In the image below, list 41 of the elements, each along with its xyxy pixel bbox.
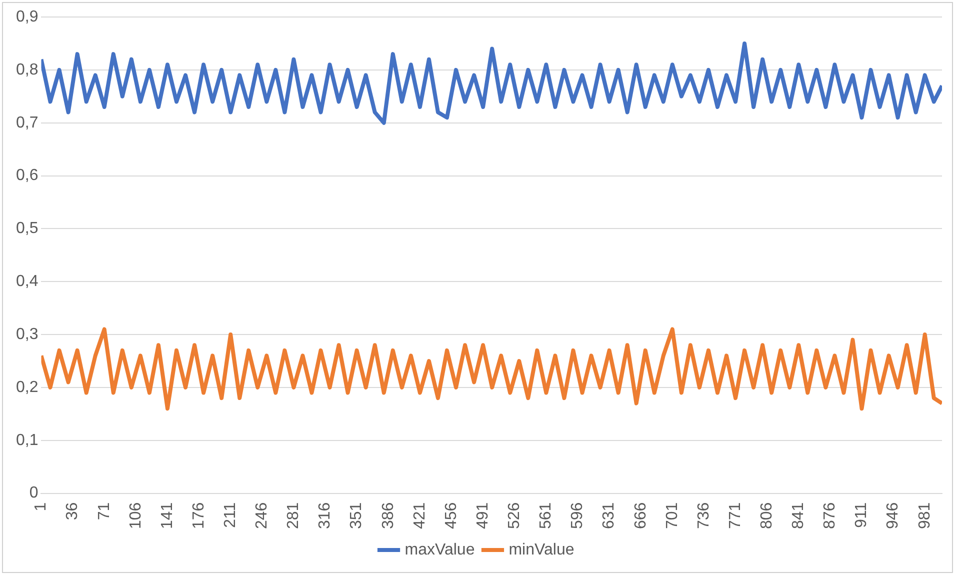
x-tick-label: 841 [790, 502, 808, 530]
x-tick-label: 876 [822, 502, 839, 530]
x-tick-label: 36 [64, 502, 82, 520]
x-tick-label: 561 [538, 502, 555, 530]
y-tick-label: 0,9 [16, 8, 38, 26]
x-tick-label: 281 [285, 502, 302, 530]
y-tick-label: 0,5 [16, 220, 38, 238]
y-tick-label: 0,8 [16, 61, 38, 78]
x-tick-label: 316 [316, 502, 334, 530]
x-tick-label: 911 [853, 502, 870, 528]
x-tick-label: 736 [695, 502, 712, 530]
y-tick-label: 0,3 [16, 326, 38, 343]
y-tick-label: 0,4 [16, 273, 38, 290]
x-tick-label: 596 [569, 502, 586, 530]
x-tick-label: 141 [158, 502, 176, 530]
x-tick-label: 246 [254, 502, 271, 530]
x-tick-label: 71 [96, 502, 113, 520]
x-tick-label: 771 [726, 502, 744, 530]
x-tick-label: 631 [600, 502, 618, 530]
x-tick-label: 456 [442, 502, 460, 530]
y-tick-label: 0,7 [16, 114, 38, 132]
legend-label: minValue [508, 541, 574, 558]
x-tick-label: 526 [506, 502, 524, 530]
x-tick-label: 666 [632, 502, 650, 530]
x-tick-label: 946 [884, 502, 902, 530]
y-tick-label: 0,2 [16, 378, 38, 396]
y-tick-label: 0,1 [16, 432, 38, 449]
x-tick-label: 981 [916, 502, 934, 530]
x-tick-label: 701 [664, 502, 681, 530]
x-tick-label: 806 [758, 502, 776, 530]
legend-label: maxValue [404, 541, 475, 558]
x-tick-label: 351 [348, 502, 366, 530]
x-tick-label: 211 [222, 502, 239, 528]
x-tick-label: 1 [32, 502, 50, 512]
y-tick-label: 0,6 [16, 167, 38, 184]
x-tick-label: 386 [380, 502, 397, 530]
x-tick-label: 491 [474, 502, 492, 530]
x-tick-label: 106 [127, 502, 144, 530]
x-tick-label: 421 [411, 502, 428, 530]
x-tick-label: 176 [190, 502, 208, 530]
y-tick-label: 0 [29, 484, 38, 502]
